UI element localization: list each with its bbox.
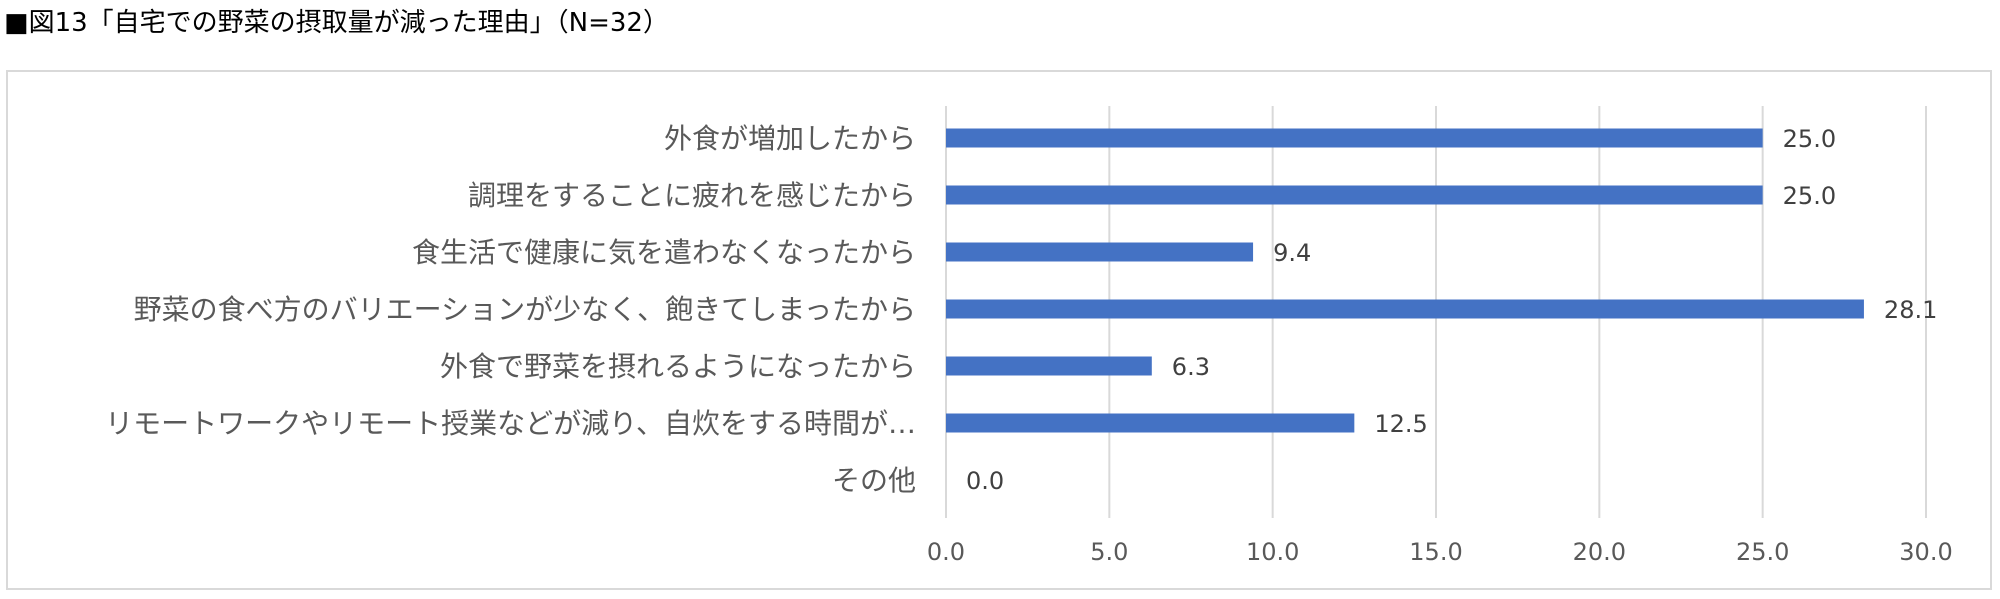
category-label: 野菜の食べ方のバリエーションが少なく、飽きてしまったから xyxy=(134,293,916,326)
x-axis-tick-labels: 0.0 5.0 10.0 15.0 20.0 25.0 30.0 xyxy=(927,538,1953,566)
data-label: 6.3 xyxy=(1172,353,1210,381)
category-label: 外食で野菜を摂れるようになったから xyxy=(440,350,916,383)
data-label: 25.0 xyxy=(1783,182,1836,210)
x-tick-label: 30.0 xyxy=(1899,538,1952,566)
category-label: リモートワークやリモート授業などが減り、自炊をする時間が… xyxy=(105,407,916,440)
data-label: 25.0 xyxy=(1783,125,1836,153)
category-label: その他 xyxy=(832,464,916,497)
x-tick-label: 15.0 xyxy=(1409,538,1462,566)
data-label: 0.0 xyxy=(966,467,1004,495)
bar-chart: 外食が増加したから調理をすることに疲れを感じたから食生活で健康に気を遣わなくなっ… xyxy=(105,106,1953,566)
data-labels: 25.0 25.0 9.4 28.1 6.3 12.5 0.0 xyxy=(966,125,1937,495)
x-tick-label: 25.0 xyxy=(1736,538,1789,566)
bar xyxy=(946,299,1864,319)
data-label: 28.1 xyxy=(1884,296,1937,324)
bar xyxy=(946,185,1763,205)
data-label: 9.4 xyxy=(1273,239,1311,267)
bar xyxy=(946,128,1763,148)
x-tick-label: 0.0 xyxy=(927,538,965,566)
category-label: 調理をすることに疲れを感じたから xyxy=(468,179,916,212)
data-label: 12.5 xyxy=(1374,410,1427,438)
bar xyxy=(946,242,1254,262)
category-label: 食生活で健康に気を遣わなくなったから xyxy=(412,236,916,269)
x-tick-label: 5.0 xyxy=(1090,538,1128,566)
bar xyxy=(946,356,1152,376)
figure-title: ■図13「自宅での野菜の摂取量が減った理由」（N=32） xyxy=(4,8,669,38)
category-labels: 外食が増加したから調理をすることに疲れを感じたから食生活で健康に気を遣わなくなっ… xyxy=(105,122,916,497)
chart-frame: 外食が増加したから調理をすることに疲れを感じたから食生活で健康に気を遣わなくなっ… xyxy=(6,70,1992,590)
x-tick-label: 20.0 xyxy=(1573,538,1626,566)
x-tick-label: 10.0 xyxy=(1246,538,1299,566)
bars xyxy=(946,128,1864,433)
bar xyxy=(946,413,1355,433)
category-label: 外食が増加したから xyxy=(664,122,916,155)
